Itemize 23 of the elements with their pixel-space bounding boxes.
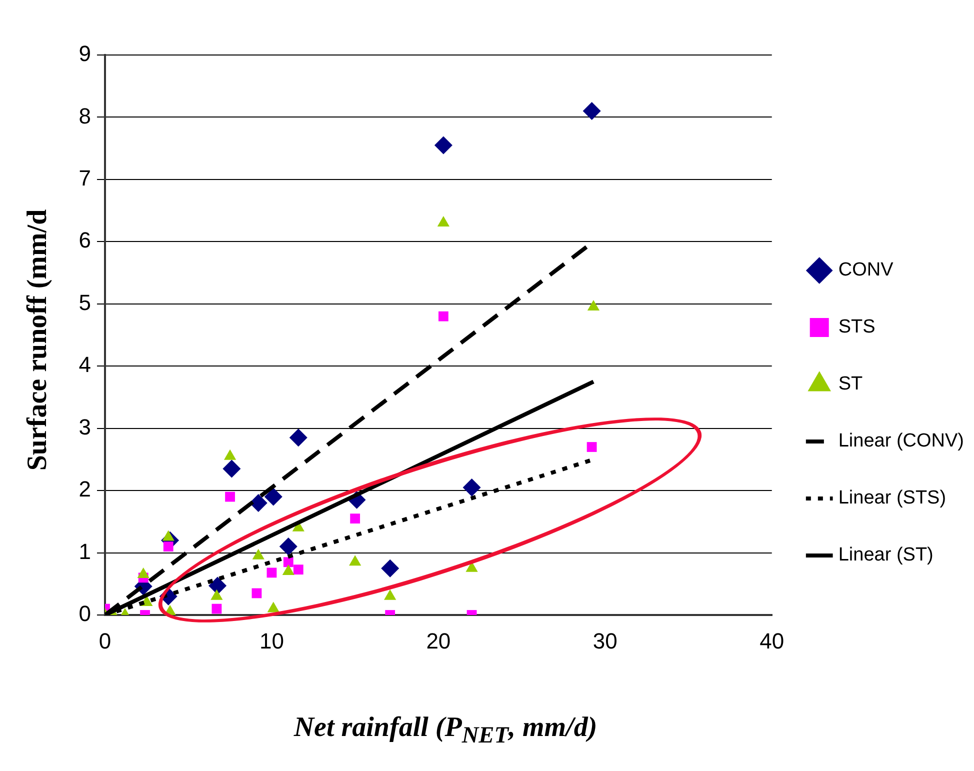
x-tick-label: 40 [760,628,784,654]
legend-label: ST [838,374,864,395]
y-tick-label: 2 [78,476,91,502]
y-tick-label: 0 [78,601,91,626]
legend-label: CONV [838,260,894,281]
y-axis-title: Surface runoff (mm/d [22,209,54,471]
y-tick-label: 6 [78,228,91,253]
y-tick-label: 5 [78,290,91,315]
legend-label: Linear (STS) [838,488,946,509]
y-tick-label: 8 [78,103,91,128]
legend-label: STS [838,316,876,338]
x-tick-label: 10 [259,628,284,654]
x-tick-label: 0 [98,628,112,654]
y-tick-label: 7 [78,166,91,191]
legend-label: Linear (ST) [838,544,934,566]
y-tick-label: 1 [78,538,91,564]
y-tick-label: 9 [78,41,91,66]
y-tick-label: 4 [78,352,91,378]
x-tick-label: 20 [426,628,451,654]
x-tick-label: 30 [592,628,618,654]
x-axis-title: Net rainfall (P$_{NET}$, mm/d) [292,712,598,750]
legend-label: Linear (CONV) [838,430,964,452]
y-tick-label: 3 [78,414,91,440]
